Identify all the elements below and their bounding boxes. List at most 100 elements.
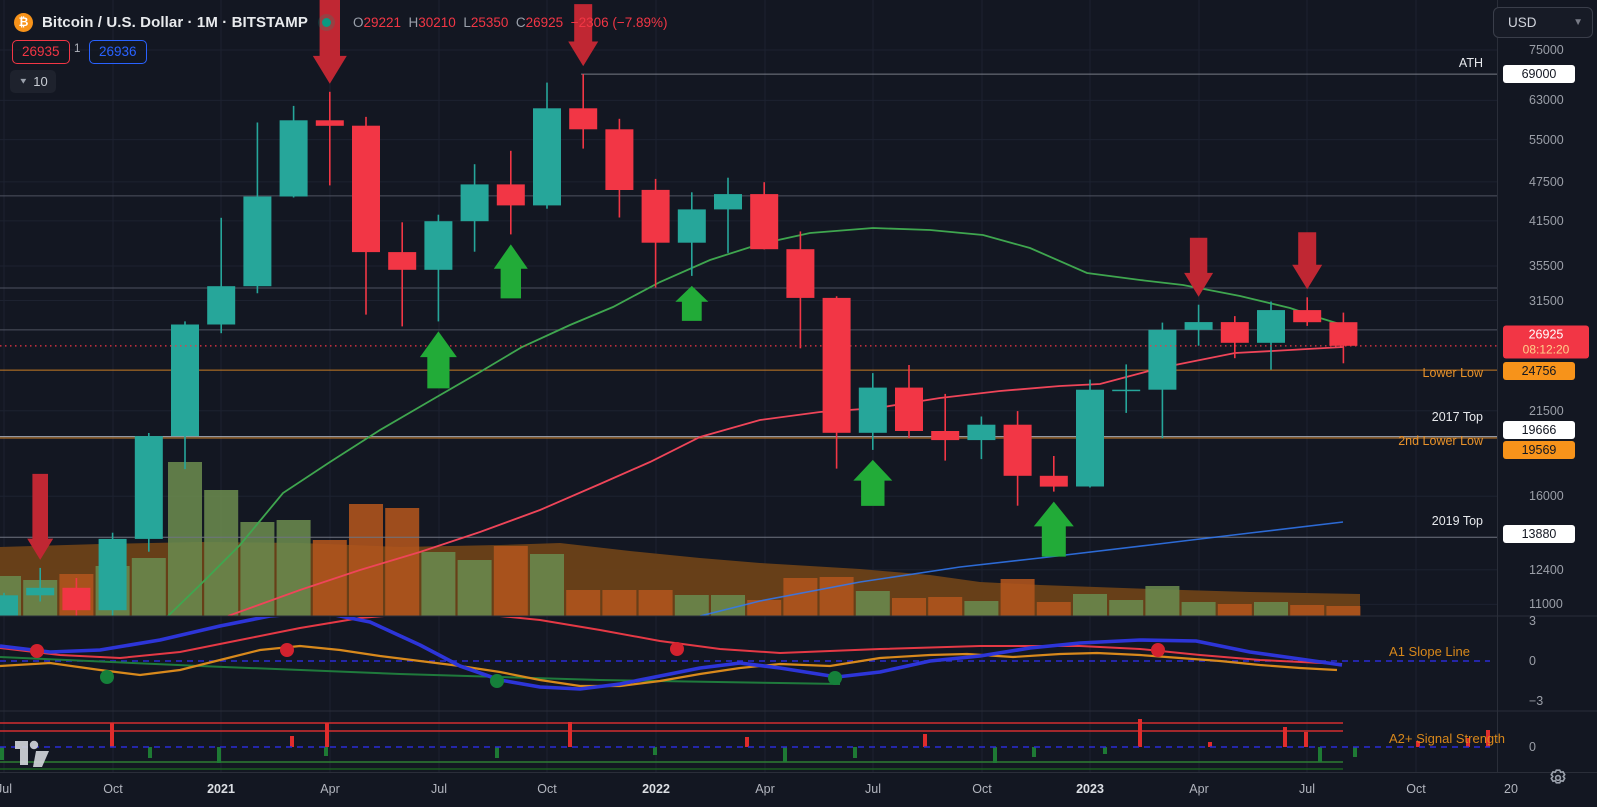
price-tick: 63000 bbox=[1529, 93, 1564, 108]
p2-green-bar bbox=[1103, 747, 1107, 754]
p2-red-bar bbox=[325, 723, 329, 747]
p2-red-bar bbox=[1208, 742, 1212, 747]
pane1-label: A1 Slope Line bbox=[1389, 644, 1470, 659]
ohlc-segment: L bbox=[455, 14, 471, 30]
p2-red-bar bbox=[110, 723, 114, 747]
signal-arrow-up bbox=[493, 244, 528, 299]
candle bbox=[134, 433, 163, 552]
candle bbox=[424, 214, 453, 322]
p2-red-bar bbox=[1283, 727, 1287, 747]
volume-bar bbox=[1036, 602, 1071, 616]
tradingview-logo[interactable] bbox=[14, 738, 50, 773]
time-tick: Jul bbox=[0, 782, 12, 796]
time-tick: Oct bbox=[537, 782, 557, 796]
candle bbox=[388, 222, 417, 327]
signal-arrow-down bbox=[312, 0, 347, 84]
volume-bar bbox=[674, 595, 709, 616]
time-tick: 2021 bbox=[207, 782, 235, 796]
candle bbox=[1329, 312, 1358, 364]
volume-bar bbox=[892, 598, 926, 616]
price-level-box: 19569 bbox=[1503, 441, 1575, 459]
p2-red-bar bbox=[745, 737, 749, 747]
time-tick: Jul bbox=[431, 782, 447, 796]
ohlc-values: O29221 H30210 L25350 C26925 −2306 (−7.89… bbox=[353, 15, 668, 30]
p1-red-line bbox=[0, 617, 1343, 665]
currency-dropdown[interactable]: USD ▼ bbox=[1493, 7, 1593, 38]
time-tick: Oct bbox=[1406, 782, 1426, 796]
chevron-down-icon: ▼ bbox=[18, 77, 29, 86]
p1-green-dot bbox=[828, 671, 842, 685]
price-level-box: 69000 bbox=[1503, 65, 1575, 83]
p2-red-bar bbox=[290, 736, 294, 747]
signal-arrow-up bbox=[419, 331, 457, 389]
candle bbox=[1039, 456, 1068, 492]
volume-bar bbox=[602, 590, 637, 616]
time-tick: Oct bbox=[103, 782, 123, 796]
indicator-tick: 0 bbox=[1529, 740, 1536, 754]
candle bbox=[315, 91, 344, 186]
signal-arrow-down bbox=[27, 473, 54, 560]
p2-green-bar bbox=[1318, 747, 1322, 762]
symbol-title[interactable]: Bitcoin / U.S. Dollar · 1M · BITSTAMP bbox=[42, 13, 308, 31]
currency-value: USD bbox=[1508, 15, 1537, 30]
ohlc-segment: 30210 bbox=[418, 14, 456, 30]
candle bbox=[0, 592, 18, 616]
p2-green-bar bbox=[217, 747, 221, 763]
chevron-down-icon: ▼ bbox=[1573, 17, 1583, 28]
p2-green-bar bbox=[993, 747, 997, 763]
signal-arrow-down bbox=[1292, 232, 1323, 290]
indicator-collapse-button[interactable]: ▼ 10 bbox=[10, 70, 56, 93]
p2-red-bar bbox=[1416, 741, 1420, 747]
ma-blue bbox=[699, 521, 1344, 616]
p1-red-dot bbox=[670, 642, 684, 656]
p2-green-bar bbox=[324, 747, 328, 756]
candle bbox=[677, 192, 706, 276]
volume-bar bbox=[638, 590, 673, 616]
bid-price-box[interactable]: 26935 bbox=[12, 40, 70, 64]
candle bbox=[895, 365, 923, 439]
p2-green-bar bbox=[0, 747, 4, 760]
signal-arrow-up bbox=[853, 459, 893, 506]
volume-bar bbox=[747, 600, 782, 616]
p2-green-bar bbox=[148, 747, 152, 758]
candle bbox=[1148, 322, 1177, 439]
indicator-count: 10 bbox=[33, 74, 48, 89]
volume-bar bbox=[1073, 594, 1107, 616]
candle bbox=[967, 416, 996, 460]
volume-bar bbox=[1326, 606, 1361, 616]
ohlc-segment: C bbox=[508, 14, 526, 30]
time-axis[interactable]: Jul Oct 2021 Apr Jul Oct 2022 Apr Jul Oct 2023 Apr J… bbox=[0, 772, 1597, 807]
signal-arrow-up bbox=[1033, 501, 1074, 557]
candle bbox=[98, 532, 127, 616]
p1-red-dot bbox=[280, 643, 294, 657]
indicator-tick: −3 bbox=[1529, 694, 1544, 708]
ma-green bbox=[167, 227, 1344, 616]
gear-icon[interactable] bbox=[1541, 764, 1575, 792]
p2-green-bar bbox=[1032, 747, 1036, 757]
signal-arrow-down bbox=[1184, 237, 1214, 297]
last-price-box: 26925 08:12:20 bbox=[1503, 325, 1589, 359]
volume-bar bbox=[1181, 602, 1216, 616]
p1-blue-line bbox=[0, 617, 1343, 691]
price-tick: 35500 bbox=[1529, 259, 1564, 273]
ohlc-segment: O bbox=[352, 14, 364, 30]
pane2-label: A2+ Signal Strength bbox=[1389, 731, 1505, 746]
volume-bar bbox=[276, 520, 311, 616]
candle bbox=[605, 118, 634, 218]
ohlc-segment: H bbox=[401, 14, 419, 30]
candle bbox=[750, 182, 779, 250]
candle bbox=[1112, 364, 1141, 413]
p1-green-dot bbox=[490, 674, 504, 688]
candle bbox=[786, 231, 815, 349]
price-tick: 31500 bbox=[1529, 293, 1564, 308]
price-tick: 75000 bbox=[1529, 43, 1564, 57]
price-axis[interactable]: 75000 63000 55000 47500 41500 35500 31500 21500… bbox=[1497, 0, 1597, 772]
level-label: 2nd Lower Low bbox=[1398, 434, 1483, 448]
ask-price-box[interactable]: 26936 bbox=[89, 40, 147, 64]
p2-red-bar bbox=[568, 722, 572, 747]
volume-bar bbox=[349, 504, 383, 616]
candle bbox=[1257, 301, 1285, 370]
candle bbox=[496, 150, 525, 235]
last-price-value: 26925 bbox=[1528, 327, 1564, 342]
